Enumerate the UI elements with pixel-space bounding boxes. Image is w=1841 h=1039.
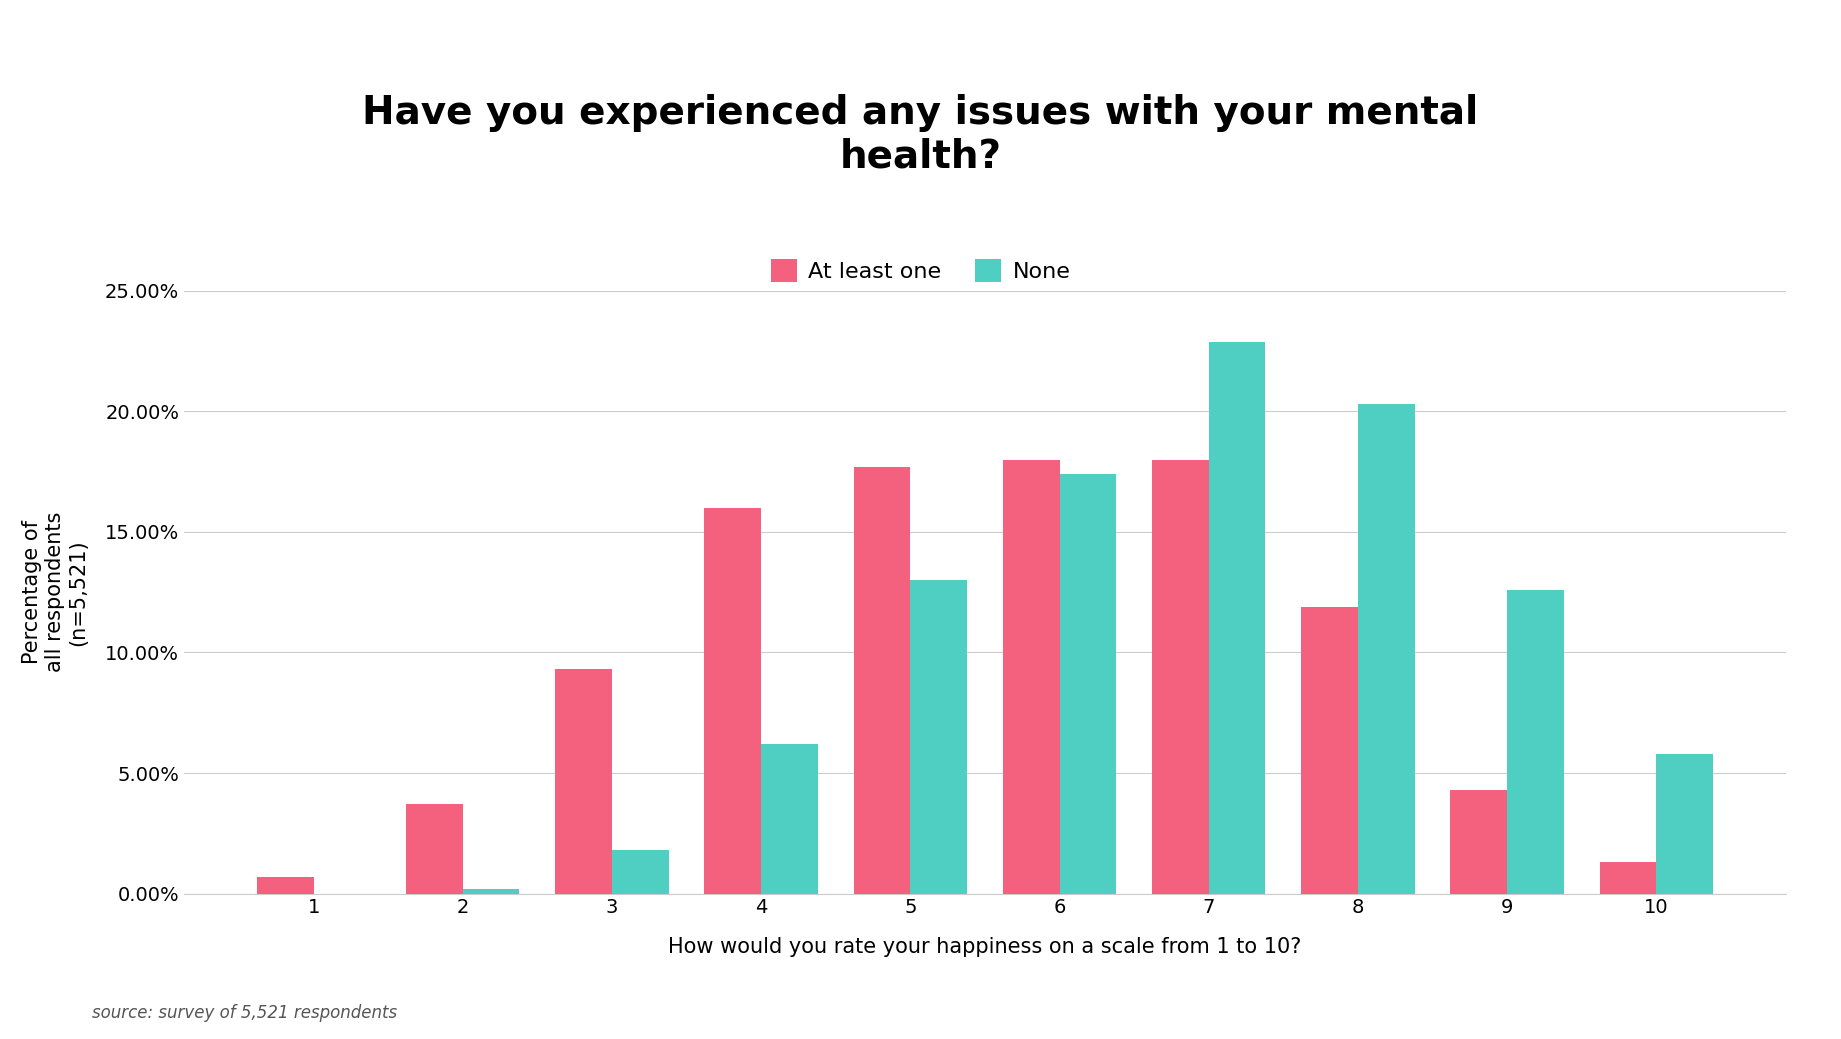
Bar [1210,342,1265,894]
Bar [1302,607,1359,894]
Bar [1359,404,1414,894]
Bar [1152,459,1210,894]
Bar [462,888,519,894]
Bar [1657,753,1712,894]
Legend: At least one, None: At least one, None [762,250,1079,291]
Bar [1003,459,1060,894]
Bar [407,804,462,894]
Bar [705,508,760,894]
Bar [1600,862,1657,894]
Bar [760,744,817,894]
Bar [1060,474,1116,894]
Text: Have you experienced any issues with your mental
health?: Have you experienced any issues with you… [363,94,1478,176]
Bar [854,467,909,894]
Bar [556,669,611,894]
Text: source: survey of 5,521 respondents: source: survey of 5,521 respondents [92,1005,398,1022]
Y-axis label: Percentage of
all respondents
(n=5,521): Percentage of all respondents (n=5,521) [22,512,88,672]
Bar [258,877,313,894]
Bar [1451,790,1508,894]
Bar [909,580,967,894]
Bar [1508,590,1563,894]
X-axis label: How would you rate your happiness on a scale from 1 to 10?: How would you rate your happiness on a s… [668,937,1302,957]
Bar [611,850,668,894]
